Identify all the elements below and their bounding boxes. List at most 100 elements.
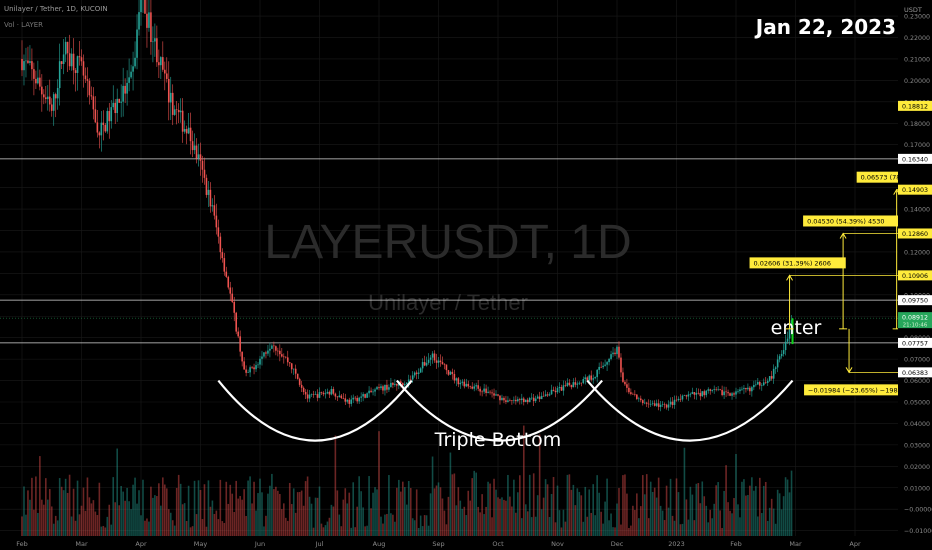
volume-bar [392,514,394,536]
volume-bar [570,489,573,536]
candle-body [124,85,126,94]
volume-bar [142,479,144,536]
volume-bar [507,474,509,536]
candle-body [249,367,251,373]
candle-body [150,12,152,42]
volume-bar [405,504,408,536]
volume-bar [388,475,390,536]
price-axis[interactable]: USDT 0.230000.220000.210000.200000.19000… [898,0,932,536]
volume-bar [522,425,525,536]
candle-body [731,393,733,396]
candle-body [610,354,612,359]
candle-body [437,360,440,363]
candle-body [530,397,533,399]
volume-bar [536,495,539,536]
candle-body [713,389,715,390]
volume-bar [160,505,162,536]
symbol-legend[interactable]: Unilayer / Tether, 1D, KUCOIN [4,5,108,13]
candle-body [435,360,438,363]
candle-body [247,372,249,373]
candle-body [320,392,323,393]
candle-body [626,384,628,388]
candle-body [427,359,430,363]
volume-bar [435,485,438,536]
candle-body [356,397,358,402]
volume-bar [743,479,745,536]
measure-label: 0.06573 (78.91%) 6573 [861,174,932,182]
volume-bar [354,527,356,536]
candle-body [536,396,539,399]
volume-bar [653,487,656,536]
candle-body [78,56,81,58]
candle-body [770,376,773,379]
volume-bar [749,485,751,536]
candle-body [314,394,317,395]
volume-bar [538,434,541,536]
volume-bar [175,487,178,536]
candlesticks [21,0,794,412]
volume-bar [165,488,168,536]
volume-bar [110,524,113,536]
volume-bar [701,481,704,536]
candle-body [217,227,220,237]
volume-bar [598,492,600,536]
volume-bar [721,527,723,536]
volume-bar [467,490,470,536]
volume-bar [292,488,295,536]
volume-bar [755,486,757,536]
candle-body [479,388,481,392]
measure-target-label: 0.14903 [902,187,928,194]
volume-legend[interactable]: Vol · LAYER [4,21,43,29]
candle-body [612,352,614,355]
volume-bar [116,448,118,536]
level-tag [898,295,932,306]
candle-body [181,110,184,132]
volume-bar [469,500,472,536]
time-axis[interactable]: Feb Mar Apr May Jun Jul Aug Sep Oct Nov Dec 2023 Feb… [0,536,932,550]
candle-body [695,392,698,395]
volume-bar [687,519,690,536]
candle-body [402,383,404,386]
candle-body [281,354,283,357]
time-tick-label: Sep [432,540,444,548]
volume-bar [338,514,341,536]
volume-bar [271,473,273,536]
volume-bar [306,476,309,536]
candle-body [443,364,446,365]
volume-bar [524,504,527,536]
price-tick-label: 0.18000 [904,121,930,128]
volume-bar [699,503,702,536]
volume-bar [521,518,523,536]
measure-label-bg [749,257,846,269]
time-tick-label: Feb [730,540,742,548]
candle-body [128,77,130,83]
candle-body [636,394,638,399]
volume-bar [693,520,696,536]
price-tick-label: 0.21000 [904,56,930,63]
volume-bar [542,497,545,536]
candle-body [318,392,321,398]
volume-bar [326,521,329,536]
volume-bar [247,480,249,536]
volume-bar [358,476,360,536]
volume-bar [655,497,658,536]
pattern-label: Triple Bottom [434,429,562,451]
volume-bar [114,502,117,536]
volume-bar [713,503,715,536]
volume-bar [90,503,93,536]
candle-body [132,66,134,72]
candle-body [562,385,565,391]
candle-body [173,109,176,115]
volume-bar [723,490,725,536]
volume-bar [253,481,255,536]
candle-body [144,0,146,14]
measure-target-label: 0.18812 [902,103,928,110]
volume-bar [645,474,648,536]
stop-target-tag [898,367,932,378]
volume-bar [348,492,351,536]
current-price-label: 0.08912 [902,315,928,322]
volume-bar [453,473,456,536]
candle-body [786,338,789,342]
time-tick-label: Apr [849,540,861,548]
